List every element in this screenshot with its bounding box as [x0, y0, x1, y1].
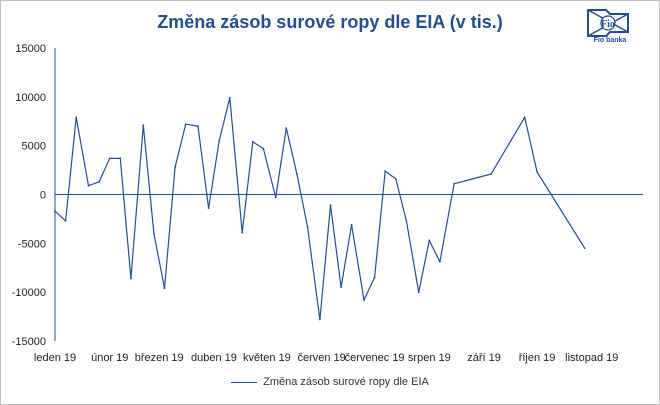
data-point	[583, 247, 586, 250]
data-point	[163, 287, 166, 290]
x-tick-label: květen 19	[243, 352, 291, 364]
data-point	[87, 184, 90, 187]
data-point	[64, 220, 67, 222]
data-point	[75, 116, 78, 119]
y-tick-label: -10000	[12, 287, 46, 299]
data-point	[241, 231, 244, 234]
data-point	[319, 318, 321, 321]
data-point	[119, 157, 122, 160]
data-point	[174, 166, 177, 169]
data-point	[536, 171, 538, 173]
data-point	[262, 147, 265, 150]
data-point	[329, 204, 332, 207]
data-point	[439, 261, 441, 263]
x-tick-label: září 19	[467, 352, 501, 364]
y-tick-label: 15000	[15, 43, 46, 55]
legend-label: Změna zásob surové ropy dle EIA	[263, 376, 429, 388]
data-point	[453, 182, 455, 185]
y-tick-label: 5000	[22, 141, 46, 153]
x-tick-label: červenec 19	[345, 352, 405, 364]
y-tick-label: 0	[40, 190, 46, 202]
x-tick-label: listopad 19	[565, 352, 618, 364]
data-point	[363, 299, 365, 301]
legend: Změna zásob surové ropy dle EIA	[0, 376, 660, 388]
data-point	[384, 170, 387, 173]
fio-logo: Fio	[586, 8, 630, 50]
data-point	[108, 157, 111, 160]
fio-logo-mark: Fio	[587, 9, 629, 37]
data-point	[394, 178, 397, 180]
series-layer	[54, 96, 586, 321]
data-point	[285, 127, 288, 129]
x-axis: leden 19 únor 19 březen 19 duben 19 květen 1…	[34, 194, 643, 364]
data-point	[306, 225, 309, 228]
data-point	[417, 291, 420, 294]
data-point	[130, 277, 132, 280]
y-tick-label: 10000	[15, 92, 46, 104]
x-tick-label: srpen 19	[408, 352, 451, 364]
y-axis: 15000 10000 5000 0 -5000 -10000 -15000	[12, 43, 56, 348]
chart-title: Změna zásob surové ropy dle EIA (v tis.)	[157, 12, 503, 32]
data-point	[428, 239, 431, 242]
x-tick-label: únor 19	[91, 352, 128, 364]
data-point	[207, 207, 210, 210]
data-point	[54, 210, 56, 213]
x-tick-label: leden 19	[34, 352, 76, 364]
y-tick-label: -15000	[12, 336, 46, 348]
x-tick-label: březen 19	[135, 352, 184, 364]
data-point	[98, 180, 100, 183]
data-point	[296, 173, 298, 175]
data-point	[340, 286, 342, 289]
data-point	[274, 196, 277, 199]
data-point	[373, 276, 376, 279]
data-point	[228, 96, 231, 99]
series-line	[54, 97, 586, 321]
data-point	[490, 173, 492, 175]
x-tick-label: červen 19	[297, 352, 345, 364]
data-point	[251, 140, 254, 143]
data-point	[350, 223, 353, 226]
data-point	[523, 116, 526, 119]
fio-logo-letters: Fio	[601, 19, 615, 30]
data-point	[405, 220, 408, 222]
y-tick-label: -5000	[18, 238, 46, 250]
legend-swatch	[231, 381, 258, 383]
data-point	[184, 123, 187, 126]
x-tick-label: duben 19	[191, 352, 237, 364]
data-point	[153, 232, 155, 235]
data-point	[197, 125, 199, 127]
data-point	[218, 139, 221, 142]
x-tick-label: říjen 19	[519, 352, 556, 364]
fio-logo-text: Fio banka	[593, 37, 627, 44]
data-point	[142, 124, 145, 127]
